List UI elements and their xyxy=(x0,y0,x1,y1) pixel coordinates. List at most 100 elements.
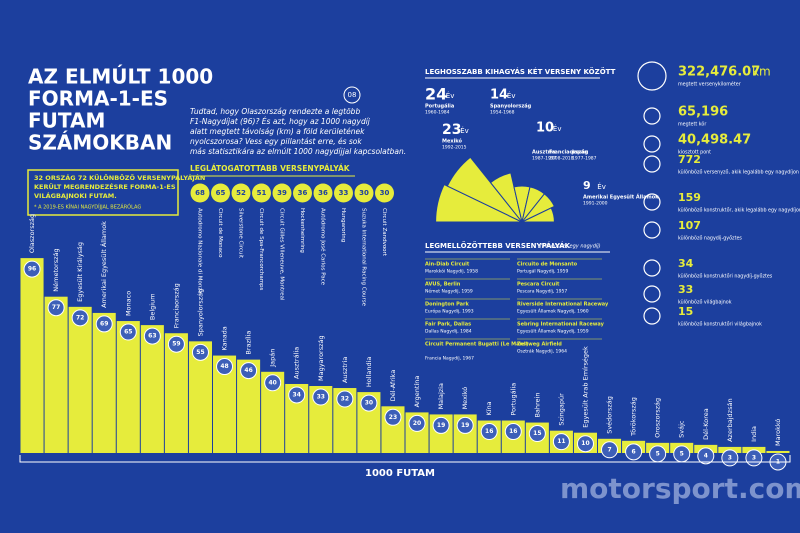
text: Mexikó xyxy=(461,387,469,410)
text: 15 xyxy=(678,305,693,318)
text: Németország xyxy=(52,248,60,291)
track-circle xyxy=(272,183,292,203)
text: 77 xyxy=(52,304,60,311)
text: 69 xyxy=(100,320,108,327)
value-badge xyxy=(191,343,209,361)
text: 30 xyxy=(365,400,373,407)
value-badge xyxy=(456,416,474,434)
value-badge xyxy=(697,447,715,465)
text: 65,196 xyxy=(678,105,728,120)
text: Év xyxy=(507,91,516,100)
text: 63 xyxy=(148,333,156,340)
track-circle xyxy=(231,183,251,203)
text: Év xyxy=(446,91,455,100)
text: 19 xyxy=(437,422,445,429)
value-badge xyxy=(408,414,426,432)
text: 34 xyxy=(678,257,694,270)
text: 34 xyxy=(293,391,301,398)
value-badge xyxy=(336,390,354,408)
text: 14 xyxy=(490,88,508,103)
text: 23 xyxy=(442,122,461,138)
text: Francia Nagydíj, 1967 xyxy=(425,355,474,362)
text: AVUS, Berlin xyxy=(425,282,461,288)
text: Azerbajdzsán xyxy=(726,398,734,441)
bar xyxy=(188,341,212,453)
text: Év xyxy=(460,126,469,135)
text: 20 xyxy=(413,420,421,427)
text: Suzuka International Racing Course xyxy=(361,208,367,307)
text: 59 xyxy=(172,341,180,348)
text: 39 xyxy=(277,189,287,197)
text: FUTAM xyxy=(28,109,105,133)
text: 159 xyxy=(678,191,701,204)
value-badge xyxy=(143,327,161,345)
text: 24 xyxy=(425,85,447,104)
text: Ausztria xyxy=(532,150,555,156)
text: 107 xyxy=(678,219,701,232)
text: Circuit de Spa-Francorchamps xyxy=(258,208,264,291)
gap-wedge xyxy=(521,207,555,223)
text: Fair Park, Dallas xyxy=(425,322,471,328)
text: India xyxy=(750,426,758,442)
text: 5 xyxy=(656,450,660,457)
text: Év xyxy=(553,124,562,133)
text: Circuit Permanent Bugatti (Le Mans) xyxy=(425,342,528,348)
text: Kína xyxy=(485,401,493,415)
text: Hockenheimring xyxy=(299,208,305,253)
text: Portugália xyxy=(425,103,454,110)
text: Riverside International Raceway xyxy=(517,302,609,308)
text: 46 xyxy=(244,367,252,374)
text: 36 xyxy=(318,189,328,197)
text: Hungaroring xyxy=(340,208,346,242)
text: 16 xyxy=(509,428,517,435)
bar xyxy=(237,359,261,453)
text: Spanyolország xyxy=(196,289,204,337)
track-circle xyxy=(293,183,312,203)
text: Portugália xyxy=(509,383,517,416)
text: 3 xyxy=(728,454,732,461)
text: 772 xyxy=(678,153,701,166)
text: LEGLÁTOGATOTTABB VERSENYPÁLYÁK xyxy=(190,164,351,173)
text: Év xyxy=(597,182,606,191)
text: AZ ELMÚLT 1000 xyxy=(28,65,213,89)
value-badge xyxy=(71,309,89,327)
text: 96 xyxy=(28,266,36,273)
text: Brazília xyxy=(245,331,253,355)
text: LEGHOSSZABB KIHAGYÁS KÉT VERSENY KÖZÖTT xyxy=(425,67,616,76)
text: 36 xyxy=(298,189,308,197)
bar xyxy=(213,355,237,453)
text: 3 xyxy=(752,454,756,461)
value-badge xyxy=(601,441,619,459)
text: Circuit Zandvoort xyxy=(381,208,387,257)
stat-icon xyxy=(643,221,661,239)
text: megtett versenykilométer xyxy=(678,81,741,88)
value-badge xyxy=(432,416,450,434)
text: Oroszország xyxy=(654,398,662,438)
stat-icon xyxy=(643,307,661,325)
text: 40,498.47 xyxy=(678,133,751,148)
value-badge xyxy=(47,299,65,317)
text: LEGMELLŐZÖTTEBB VERSENYPÁLYÁK xyxy=(425,241,571,250)
text: 4 xyxy=(704,452,708,459)
text: VILÁGBAJNOKI FUTAM. xyxy=(34,191,117,200)
track-circle xyxy=(190,183,210,203)
text: 48 xyxy=(220,363,228,370)
text: 11 xyxy=(557,438,565,445)
bar xyxy=(766,450,790,453)
stat-icon xyxy=(643,285,661,303)
text: * A 2019-ES KÍNAI NAGYDÍJJAL BEZÁRÓLAG xyxy=(34,204,141,211)
text: Monaco xyxy=(124,291,132,316)
value-badge xyxy=(312,388,330,406)
text: 1992-2015 xyxy=(442,145,467,151)
track-circle xyxy=(211,183,230,203)
value-badge xyxy=(384,408,402,426)
text: Dallas Nagydíj, 1984 xyxy=(425,328,472,335)
text: különböző konstruktőri nagydíj-győztes xyxy=(678,273,773,280)
text: 55 xyxy=(196,349,204,356)
text: Spanyolország xyxy=(490,103,532,110)
value-badge xyxy=(504,423,522,441)
bar xyxy=(285,383,309,453)
bar xyxy=(140,325,164,453)
text: SZÁMOKBAN xyxy=(28,131,172,155)
